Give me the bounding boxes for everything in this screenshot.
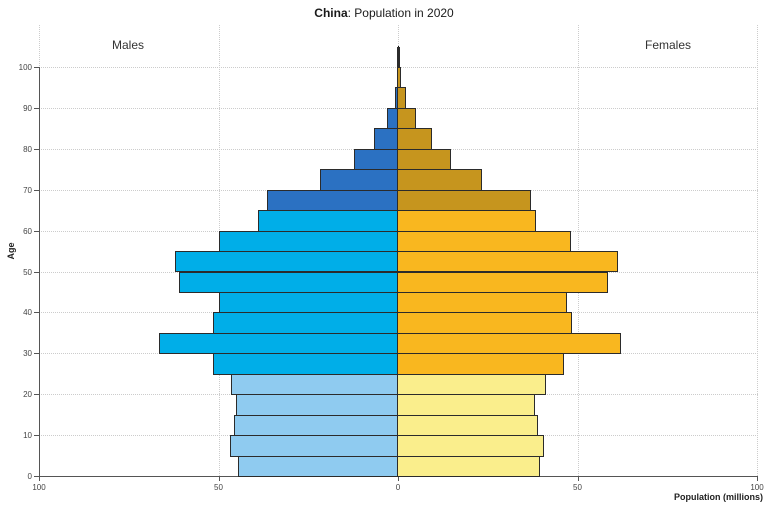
y-axis-tick-label-90: 90	[23, 103, 32, 113]
pyramid-bar-females-10-14	[397, 414, 538, 437]
pyramid-bar-males-65-69	[267, 189, 398, 212]
pyramid-bar-males-5-9	[229, 435, 398, 457]
pyramid-bar-males-45-49	[179, 271, 398, 293]
y-axis-tick-30	[34, 353, 39, 355]
pyramid-bar-females-70-74	[397, 169, 482, 191]
x-axis-tick--100	[39, 476, 40, 481]
pyramid-bar-females-5-9	[397, 435, 545, 457]
x-axis-tick-label-1: 50	[214, 483, 223, 492]
chart-title-country: China	[314, 6, 348, 20]
pyramid-bar-females-75-79	[397, 148, 452, 171]
pyramid-bar-females-40-44	[397, 291, 568, 314]
gridline-vertical-50	[577, 25, 579, 476]
pyramid-bar-females-100+	[397, 46, 399, 68]
y-axis-tick-label-10: 10	[23, 431, 32, 441]
females-label: Females	[644, 38, 691, 52]
pyramid-bar-males-60-64	[257, 210, 398, 232]
gridline-vertical-100	[757, 25, 758, 476]
pyramid-bar-females-80-84	[397, 128, 432, 150]
pyramid-bar-males-30-34	[159, 332, 398, 355]
pyramid-bar-females-30-34	[397, 332, 622, 355]
y-axis-tick-label-30: 30	[23, 349, 32, 359]
pyramid-bar-males-75-79	[353, 148, 398, 171]
pyramid-bar-males-0-4	[238, 455, 398, 477]
pyramid-bar-males-50-54	[174, 251, 398, 273]
y-axis-tick-40	[34, 312, 39, 314]
y-axis-line	[39, 67, 40, 477]
pyramid-bar-males-55-59	[218, 230, 398, 253]
pyramid-bar-females-55-59	[397, 230, 572, 253]
y-axis-tick-label-0: 0	[27, 472, 32, 481]
y-axis-tick-label-40: 40	[23, 308, 32, 318]
chart-title-rest: : Population in 2020	[347, 6, 454, 20]
x-axis-tick-label-0: 100	[32, 483, 46, 492]
y-axis-tick-100	[34, 67, 39, 68]
pyramid-bar-females-90-94	[397, 87, 406, 109]
pyramid-bar-females-45-49	[397, 271, 608, 293]
x-axis-tick-label-2: 0	[395, 483, 401, 492]
y-axis-tick-0	[34, 476, 39, 477]
y-axis-tick-10	[34, 435, 39, 437]
population-axis-title: Population (millions)	[674, 492, 763, 502]
y-axis-tick-90	[34, 107, 39, 109]
y-axis-tick-label-70: 70	[23, 185, 32, 195]
y-axis-tick-60	[34, 230, 39, 232]
pyramid-bar-males-70-74	[320, 169, 398, 191]
males-label: Males	[111, 38, 144, 52]
x-axis-tick-0	[398, 476, 399, 481]
pyramid-bar-males-25-29	[213, 353, 398, 375]
x-axis-tick-label-4: 100	[750, 483, 764, 492]
pyramid-bar-females-15-19	[397, 394, 535, 416]
y-axis-tick-label-50: 50	[23, 267, 32, 277]
y-axis-tick-70	[34, 189, 39, 191]
pyramid-bar-males-20-24	[231, 373, 398, 396]
y-axis-tick-20	[34, 394, 39, 396]
pyramid-bar-females-50-54	[397, 251, 618, 273]
pyramid-bar-females-0-4	[397, 455, 541, 477]
x-axis-tick--50	[218, 476, 220, 481]
pyramid-bar-males-15-19	[236, 394, 398, 416]
chart-title: China: Population in 2020	[0, 6, 768, 20]
pyramid-bar-males-80-84	[373, 128, 398, 150]
pyramid-bar-males-40-44	[219, 291, 398, 314]
y-axis-tick-label-60: 60	[23, 226, 32, 236]
pyramid-bar-females-25-29	[397, 353, 564, 375]
x-axis-tick-100	[757, 476, 758, 481]
pyramid-bar-females-60-64	[397, 210, 537, 232]
pyramid-bar-males-35-39	[213, 312, 398, 334]
y-axis-tick-80	[34, 148, 39, 150]
pyramid-bar-females-65-69	[397, 189, 532, 212]
y-axis-tick-label-20: 20	[23, 390, 32, 400]
x-axis-tick-50	[577, 476, 579, 481]
y-axis-tick-label-100: 100	[18, 63, 32, 72]
pyramid-bar-females-35-39	[397, 312, 573, 334]
x-axis-tick-label-3: 50	[573, 483, 582, 492]
pyramid-bar-females-20-24	[397, 373, 546, 396]
y-axis-tick-label-80: 80	[23, 144, 32, 154]
pyramid-bar-females-85-89	[397, 107, 416, 130]
pyramid-bar-females-95-99	[397, 67, 401, 89]
y-axis-tick-50	[34, 271, 39, 273]
pyramid-bar-males-10-14	[233, 414, 398, 437]
